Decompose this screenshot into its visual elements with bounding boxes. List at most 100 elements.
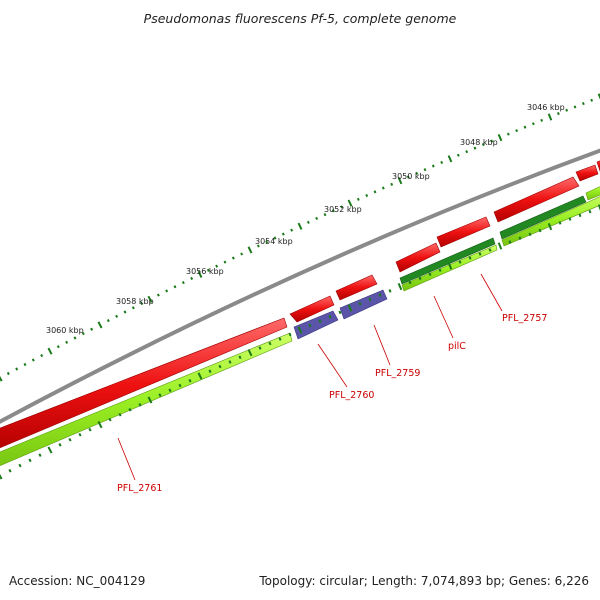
- scale-labels: 3046 kbp 3048 kbp 3050 kbp 3052 kbp 3054…: [46, 103, 565, 335]
- major-tick: [597, 93, 600, 100]
- minor-tick: [578, 213, 582, 218]
- scale-label-3060: 3060 kbp: [46, 326, 84, 335]
- minor-tick: [15, 367, 19, 371]
- minor-tick: [65, 340, 69, 344]
- minor-tick: [328, 314, 332, 319]
- accession-text: Accession: NC_004129: [9, 574, 145, 588]
- major-tick: [147, 295, 153, 303]
- gene-arrow-reverse: [499, 195, 587, 240]
- gene-arrow-forward: [289, 295, 335, 323]
- minor-tick: [238, 355, 242, 360]
- minor-tick: [106, 319, 110, 323]
- minor-tick: [128, 407, 132, 412]
- gene-arrow-forward: [575, 164, 599, 182]
- major-tick: [47, 446, 53, 454]
- minor-tick: [390, 182, 394, 186]
- minor-tick: [588, 209, 592, 214]
- major-tick: [397, 177, 403, 185]
- minor-tick: [290, 228, 294, 232]
- minor-tick: [406, 175, 410, 179]
- minor-tick: [506, 132, 510, 136]
- gene-arrow-reverse: [293, 310, 339, 340]
- inner-ticks: [0, 204, 600, 480]
- minor-tick: [473, 146, 477, 150]
- minor-tick: [456, 153, 460, 157]
- minor-tick: [131, 306, 135, 310]
- minor-tick: [318, 319, 322, 323]
- gene-label-lines: [117, 273, 503, 481]
- minor-tick: [340, 205, 344, 209]
- major-tick: [297, 222, 303, 230]
- major-tick: [97, 421, 103, 429]
- genome-title: Pseudomonas fluorescens Pf-5, complete g…: [144, 11, 457, 26]
- minor-tick: [465, 150, 469, 154]
- gene-label-PFL_2761: PFL_2761: [117, 483, 162, 494]
- major-tick: [47, 347, 53, 355]
- label-leader-line: [373, 324, 391, 366]
- major-tick: [0, 473, 3, 480]
- minor-tick: [468, 256, 472, 260]
- gene-arrow-forward: [436, 216, 491, 248]
- minor-tick: [218, 364, 222, 369]
- gene-arrow-forward: [493, 176, 580, 223]
- minor-tick: [231, 256, 235, 260]
- minor-tick: [428, 272, 432, 276]
- major-tick: [497, 133, 503, 142]
- major-tick: [247, 246, 253, 254]
- label-leader-line: [317, 343, 348, 388]
- gene-arrow-forward: [0, 317, 288, 449]
- minor-tick: [90, 327, 94, 331]
- minor-tick: [308, 323, 312, 328]
- minor-tick: [118, 412, 122, 417]
- minor-tick: [531, 122, 535, 126]
- minor-tick: [358, 301, 362, 306]
- minor-tick: [215, 264, 219, 268]
- minor-tick: [273, 236, 277, 240]
- minor-tick: [306, 220, 310, 224]
- minor-tick: [378, 293, 382, 297]
- minor-tick: [381, 186, 385, 190]
- minor-tick: [18, 463, 22, 468]
- minor-tick: [190, 276, 194, 281]
- minor-tick: [28, 458, 32, 463]
- minor-tick: [73, 336, 77, 340]
- major-tick: [197, 270, 203, 278]
- minor-tick: [331, 209, 335, 213]
- gene-arrow-reverse: [399, 237, 496, 285]
- major-tick: [297, 326, 303, 334]
- minor-tick: [528, 232, 532, 237]
- minor-tick: [181, 281, 185, 285]
- major-tick: [147, 396, 153, 404]
- minor-tick: [6, 371, 10, 376]
- minor-tick: [140, 301, 144, 306]
- minor-tick: [515, 129, 519, 133]
- major-tick: [197, 372, 203, 380]
- minor-tick: [138, 403, 142, 407]
- label-leader-line: [480, 273, 503, 312]
- gene-arrow-forward: [596, 160, 600, 172]
- minor-tick: [165, 289, 169, 293]
- gene-labels: PFL_2757 pilC PFL_2759 PFL_2760 PFL_2761: [117, 313, 547, 494]
- minor-tick: [478, 252, 482, 256]
- minor-tick: [288, 332, 292, 337]
- minor-tick: [581, 102, 585, 106]
- gene-arrow-reverse: [339, 289, 388, 320]
- minor-tick: [158, 393, 162, 397]
- minor-tick: [156, 293, 160, 297]
- minor-tick: [590, 98, 594, 102]
- minor-tick: [56, 345, 60, 349]
- minor-tick: [365, 194, 369, 198]
- minor-tick: [556, 112, 560, 116]
- minor-tick: [518, 236, 522, 240]
- genome-summary-text: Topology: circular; Length: 7,074,893 bp…: [258, 574, 589, 588]
- major-tick: [347, 199, 353, 207]
- minor-tick: [568, 217, 572, 221]
- minor-tick: [8, 468, 12, 473]
- minor-tick: [115, 314, 119, 318]
- minor-tick: [23, 362, 27, 367]
- gene-arrow-forward: [395, 242, 441, 273]
- minor-tick: [173, 285, 177, 289]
- minor-tick: [415, 171, 419, 175]
- major-tick: [247, 349, 253, 357]
- gene-label-pilC: pilC: [448, 341, 466, 352]
